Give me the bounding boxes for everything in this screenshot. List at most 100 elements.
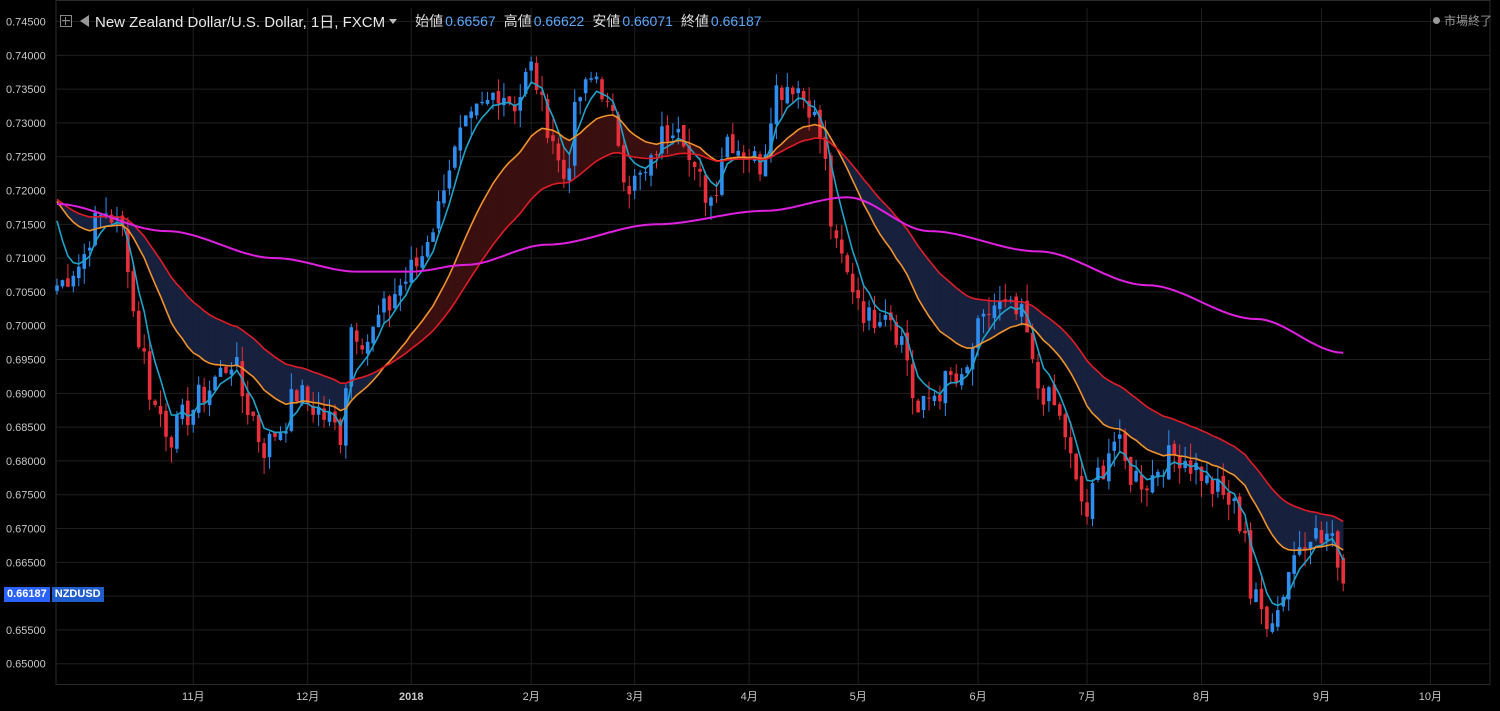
candle-body: [638, 172, 642, 175]
candle: [1243, 521, 1247, 543]
candle-body: [676, 128, 681, 133]
candle-body: [801, 90, 806, 100]
candle-body: [872, 309, 877, 329]
candle: [632, 168, 637, 200]
candle: [365, 334, 370, 366]
ma-cloud-segment: [214, 317, 221, 366]
grid: [55, 0, 1491, 685]
candle-body: [300, 385, 305, 405]
candle-body: [66, 278, 70, 287]
low-label: 安値: [592, 13, 621, 29]
candle-body: [1079, 475, 1084, 502]
ma-cloud-segment: [509, 156, 516, 226]
candle: [1014, 292, 1018, 321]
candle-body: [850, 273, 855, 293]
candle-body: [829, 155, 833, 227]
candle: [785, 73, 790, 105]
ma-cloud-segment: [1152, 409, 1159, 455]
candle-body: [818, 109, 822, 138]
open-value: 0.66567: [445, 13, 496, 29]
y-tick-label: 0.74000: [6, 50, 46, 62]
current-price-label: 0.66187: [4, 587, 50, 602]
candle-body: [474, 103, 479, 116]
candle-body: [1297, 547, 1302, 555]
candle: [594, 72, 599, 84]
candle: [196, 376, 201, 419]
high-label: 高値: [503, 13, 532, 29]
ma-cloud-segment: [536, 127, 543, 195]
candle: [344, 384, 348, 459]
candle-body: [469, 111, 473, 119]
candle-body: [442, 190, 446, 204]
ma-cloud-segment: [203, 310, 210, 364]
candle: [1117, 419, 1122, 453]
y-tick-label: 0.70000: [6, 321, 46, 333]
ma-cloud-segment: [1195, 427, 1202, 462]
candle: [147, 342, 152, 411]
symbol-label: NZDUSD: [51, 587, 104, 602]
y-tick-label: 0.73000: [6, 118, 46, 130]
candle-body: [1172, 443, 1177, 456]
close-label: 終値: [680, 13, 709, 29]
candle-body: [551, 135, 555, 142]
candle: [1068, 421, 1073, 469]
candle: [1341, 554, 1345, 592]
candle-body: [665, 125, 670, 142]
candle: [878, 313, 882, 329]
candle: [55, 278, 59, 295]
candle-body: [1270, 623, 1275, 632]
candle: [589, 71, 593, 83]
candle-body: [480, 101, 484, 104]
candle: [572, 89, 577, 178]
y-tick-label: 0.73500: [6, 84, 46, 96]
candle: [894, 314, 899, 348]
candle-body: [878, 322, 882, 327]
candle-body: [126, 229, 130, 273]
symbol-title[interactable]: New Zealand Dollar/U.S. Dollar, 1日, FXCM: [95, 13, 386, 31]
candle: [295, 388, 299, 404]
ma-cloud-segment: [182, 289, 189, 348]
candle: [780, 85, 784, 117]
chart-header: New Zealand Dollar/U.S. Dollar, 1日, FXCM…: [60, 10, 762, 32]
candle-body: [213, 376, 217, 391]
ma-cloud-segment: [312, 371, 319, 404]
candle: [98, 212, 103, 228]
candle-body: [175, 415, 179, 449]
candle: [807, 87, 811, 131]
candle-body: [725, 136, 730, 158]
candle-body: [1068, 437, 1073, 454]
candle-body: [905, 332, 909, 361]
candle-body: [393, 294, 397, 309]
y-tick-label: 0.72500: [6, 152, 46, 164]
candle-body: [1243, 530, 1247, 534]
candle-body: [218, 367, 223, 377]
chevron-down-icon[interactable]: [389, 18, 398, 24]
candle-body: [458, 127, 463, 151]
candle-body: [627, 185, 632, 195]
candle: [354, 322, 359, 355]
candle-body: [142, 348, 146, 352]
price-axis[interactable]: 0.74500 0.74000 0.73500 0.73000 0.72500 0.720…: [6, 17, 46, 671]
candle-body: [513, 104, 517, 112]
candle-body: [812, 111, 817, 116]
candle-body: [998, 301, 1002, 310]
candle: [60, 279, 65, 289]
ma-cloud-segment: [187, 295, 194, 354]
candle: [273, 431, 277, 442]
candle: [643, 167, 648, 181]
ma-cloud-segment: [808, 124, 815, 140]
candle-body: [867, 307, 871, 321]
candle: [529, 56, 533, 85]
candle: [1019, 298, 1024, 326]
ma-cloud-segment: [1288, 503, 1295, 551]
candle: [387, 294, 392, 327]
candle-body: [910, 364, 915, 399]
candle-body: [251, 411, 255, 416]
y-tick-label: 0.68000: [6, 456, 46, 468]
expand-icon[interactable]: [60, 15, 72, 27]
x-tick-label: 2月: [523, 691, 540, 703]
candle-body: [692, 162, 697, 167]
time-axis[interactable]: 11月 12月 2018 2月 3月 4月 5月 6月 7月 8月 9月 10月: [182, 691, 1442, 703]
